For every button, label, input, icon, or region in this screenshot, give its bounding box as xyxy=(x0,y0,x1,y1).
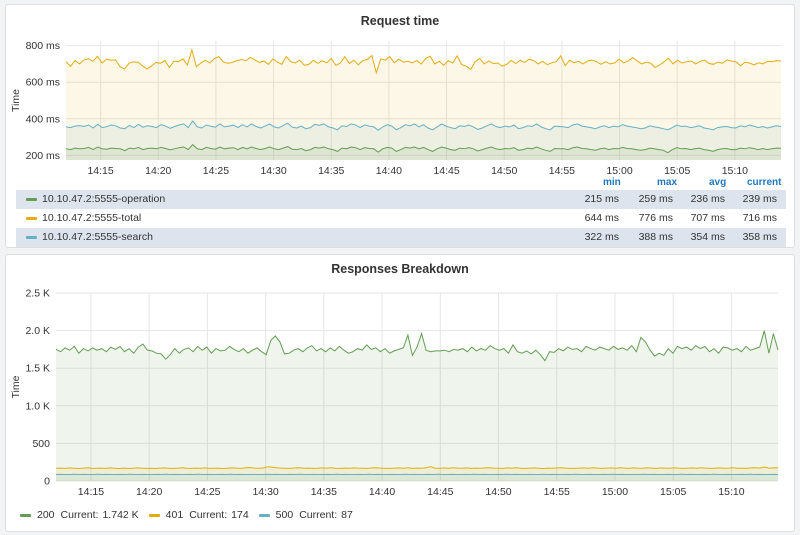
request-time-panel: Request time 200 ms 400 ms 600 ms 800 ms 14:… xyxy=(5,4,795,248)
x-tick-label: 14:25 xyxy=(203,165,229,175)
legend-table-header: min max avg current xyxy=(16,175,786,190)
stat-max: 776 ms xyxy=(638,212,673,224)
col-current-header[interactable]: current xyxy=(747,177,782,188)
series-swatch xyxy=(258,513,270,517)
legend-item-401[interactable]: 401 Current: 174 xyxy=(148,509,249,521)
y-tick-label: 600 ms xyxy=(26,77,60,89)
series-name: 500 xyxy=(275,509,294,521)
stat-max: 388 ms xyxy=(638,231,673,243)
x-tick-label: 14:40 xyxy=(376,165,402,175)
series-name: 10.10.47.2:5555-operation xyxy=(42,193,166,205)
current-label: Current: xyxy=(60,509,99,521)
stat-avg: 707 ms xyxy=(690,212,725,224)
stat-avg: 236 ms xyxy=(690,193,725,205)
stat-current: 358 ms xyxy=(742,231,777,243)
series-line-401[interactable] xyxy=(55,466,779,470)
series-swatch xyxy=(148,513,160,517)
y-axis-label: Time xyxy=(10,375,22,398)
panel-title[interactable]: Request time xyxy=(360,14,440,28)
y-tick-label: 1.5 K xyxy=(25,363,50,375)
stat-max: 259 ms xyxy=(638,193,673,205)
stat-current: 239 ms xyxy=(742,193,777,205)
series-name: 401 xyxy=(165,509,184,521)
x-tick-label: 14:30 xyxy=(260,165,286,175)
series-line-10.10.47.2:5555-total[interactable] xyxy=(65,48,782,75)
y-axis-label: Time xyxy=(10,89,22,112)
series-area-200 xyxy=(56,330,778,481)
series-area-10.10.47.2:5555-total xyxy=(66,50,781,160)
series-swatch xyxy=(26,236,37,239)
current-label: Current: xyxy=(189,509,228,521)
stat-avg: 354 ms xyxy=(690,231,725,243)
x-tick-label: 14:35 xyxy=(318,165,344,175)
stat-min: 644 ms xyxy=(584,212,619,224)
responses-breakdown-chart[interactable]: 0 500 1.0 K 1.5 K 2.0 K 2.5 K 14:15 14:20 14:25 1… xyxy=(6,255,794,501)
x-tick-label: 14:20 xyxy=(145,165,171,175)
current-value: 1.742 K xyxy=(102,509,139,521)
series-name: 10.10.47.2:5555-search xyxy=(42,231,153,243)
x-tick-label: 15:05 xyxy=(660,486,686,498)
x-tick-label: 14:45 xyxy=(427,486,453,498)
x-tick-label: 14:15 xyxy=(87,165,113,175)
x-tick-label: 14:45 xyxy=(433,165,459,175)
x-tick-label: 14:20 xyxy=(136,486,162,498)
stat-min: 215 ms xyxy=(584,193,619,205)
x-tick-label: 14:55 xyxy=(549,165,575,175)
x-tick-label: 14:30 xyxy=(252,486,278,498)
x-tick-label: 15:00 xyxy=(606,165,632,175)
col-avg-header[interactable]: avg xyxy=(709,177,727,188)
series-swatch xyxy=(20,513,31,517)
legend-table: min max avg current 10.10.47.2:5555-oper… xyxy=(16,175,786,247)
x-tick-label: 14:40 xyxy=(369,486,395,498)
series-swatch xyxy=(26,198,37,201)
x-tick-label: 14:25 xyxy=(194,486,220,498)
stat-current: 716 ms xyxy=(742,212,777,224)
y-tick-label: 400 ms xyxy=(26,113,60,125)
x-tick-label: 15:00 xyxy=(602,486,628,498)
legend-item-500[interactable]: 500 Current: 87 xyxy=(258,509,353,521)
col-min-header[interactable]: min xyxy=(603,177,621,188)
panel-title[interactable]: Responses Breakdown xyxy=(331,262,469,276)
series-line-10.10.47.2:5555-operation[interactable] xyxy=(65,143,782,154)
stat-min: 322 ms xyxy=(584,231,619,243)
series-area-500 xyxy=(56,474,778,481)
current-label: Current: xyxy=(299,509,338,521)
col-max-header[interactable]: max xyxy=(657,177,678,188)
y-tick-label: 800 ms xyxy=(26,40,60,52)
responses-breakdown-panel: Responses Breakdown 0 500 1.0 K 1.5 K 2.0 K 2… xyxy=(5,254,795,532)
y-tick-label: 200 ms xyxy=(26,150,60,162)
series-swatch xyxy=(26,217,37,220)
legend-item-200[interactable]: 200 Current: 1.742 K xyxy=(20,509,139,521)
current-value: 87 xyxy=(341,509,353,521)
x-tick-label: 15:10 xyxy=(722,165,748,175)
y-tick-label: 2.0 K xyxy=(25,325,50,337)
x-tick-label: 14:35 xyxy=(311,486,337,498)
series-line-200[interactable] xyxy=(55,330,779,362)
y-tick-label: 2.5 K xyxy=(25,288,50,300)
y-tick-label: 0 xyxy=(44,476,50,488)
series-area-10.10.47.2:5555-search xyxy=(66,121,781,160)
x-tick-label: 15:10 xyxy=(718,486,744,498)
request-time-chart[interactable]: 200 ms 400 ms 600 ms 800 ms 14:15 14:20 14:25 1… xyxy=(6,5,794,175)
series-name: 200 xyxy=(37,509,55,521)
y-tick-label: 500 xyxy=(32,438,50,450)
series-name: 10.10.47.2:5555-total xyxy=(42,212,142,224)
legend-row-search[interactable]: 10.10.47.2:5555-search 322 ms 388 ms 354… xyxy=(16,228,786,247)
legend-row-operation[interactable]: 10.10.47.2:5555-operation 215 ms 259 ms … xyxy=(16,190,786,209)
y-tick-label: 1.0 K xyxy=(25,400,50,412)
x-tick-label: 14:50 xyxy=(491,165,517,175)
responses-legend: 200 Current: 1.742 K 401 Current: 174 50… xyxy=(20,509,363,521)
x-tick-label: 14:15 xyxy=(78,486,104,498)
series-area-401 xyxy=(56,466,778,481)
x-tick-label: 14:55 xyxy=(544,486,570,498)
current-value: 174 xyxy=(231,509,249,521)
legend-row-total[interactable]: 10.10.47.2:5555-total 644 ms 776 ms 707 … xyxy=(16,209,786,228)
series-line-10.10.47.2:5555-search[interactable] xyxy=(65,120,782,131)
x-tick-label: 14:50 xyxy=(485,486,511,498)
x-tick-label: 15:05 xyxy=(664,165,690,175)
